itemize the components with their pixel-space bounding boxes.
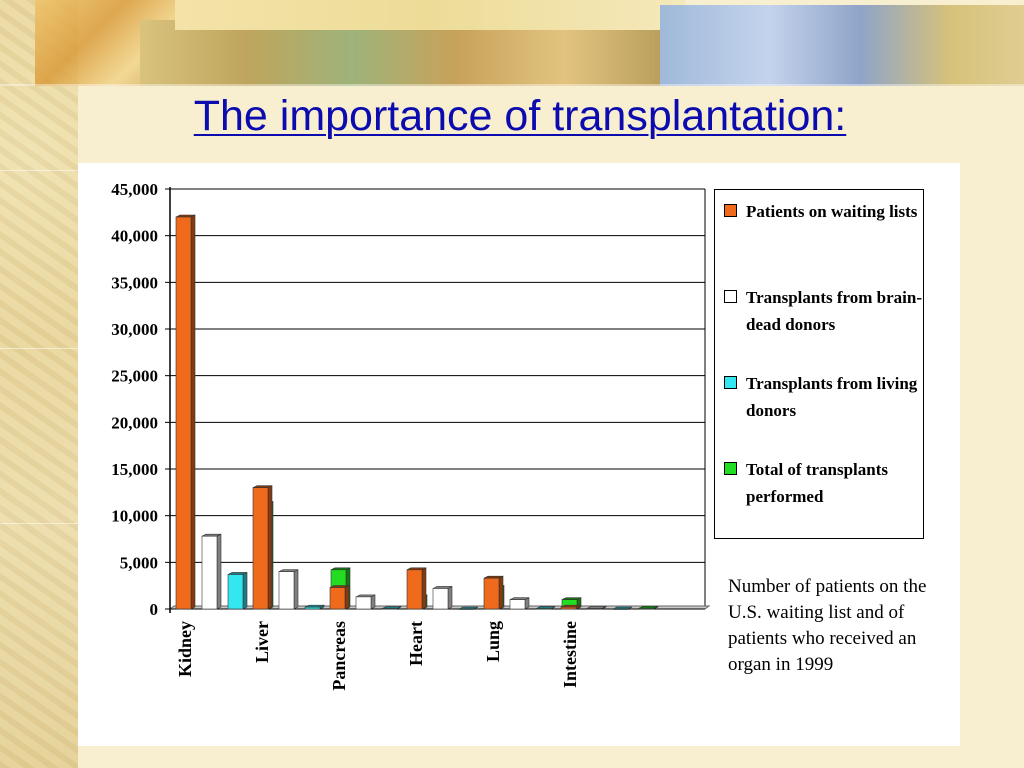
y-tick-label: 35,000 bbox=[111, 273, 158, 292]
legend-label-total: Total of transplants performed bbox=[746, 460, 889, 506]
legend-label-living: Transplants from living donors bbox=[746, 374, 918, 420]
bar-side bbox=[190, 214, 196, 610]
bar-top bbox=[483, 575, 504, 579]
bar bbox=[458, 608, 475, 610]
bar bbox=[329, 587, 346, 610]
y-tick-label: 0 bbox=[150, 600, 159, 619]
bar-side bbox=[421, 567, 427, 610]
bar bbox=[252, 487, 269, 610]
y-tick-label: 15,000 bbox=[111, 460, 158, 479]
bar-side bbox=[242, 571, 248, 610]
bar bbox=[355, 596, 372, 610]
bar bbox=[560, 606, 577, 610]
bar bbox=[509, 599, 526, 610]
y-tick-label: 30,000 bbox=[111, 320, 158, 339]
bar-top bbox=[560, 604, 581, 608]
legend-label-waiting: Patients on waiting lists bbox=[746, 202, 918, 221]
bar-top bbox=[304, 604, 325, 608]
bar bbox=[483, 577, 500, 610]
bar bbox=[278, 571, 295, 610]
bar-side bbox=[447, 585, 453, 610]
y-tick-label: 25,000 bbox=[111, 367, 158, 386]
category-label: Liver bbox=[252, 621, 272, 663]
chart-caption: Number of patients on the U.S. waiting l… bbox=[728, 576, 927, 675]
bar bbox=[406, 569, 423, 610]
y-tick-label: 5,000 bbox=[120, 553, 158, 572]
bar bbox=[612, 608, 629, 610]
legend-swatch-total bbox=[724, 462, 737, 475]
chart-legend: Patients on waiting lists Transplants fr… bbox=[714, 189, 924, 539]
legend-label-brain-dead: Transplants from brain-dead donors bbox=[746, 288, 923, 334]
bar-side bbox=[498, 575, 504, 610]
category-label: Lung bbox=[483, 621, 503, 662]
bar-side bbox=[370, 594, 376, 610]
category-label: Intestine bbox=[560, 621, 580, 688]
y-tick-label: 20,000 bbox=[111, 413, 158, 432]
legend-swatch-waiting bbox=[724, 204, 737, 217]
bar-side bbox=[344, 585, 350, 610]
bar-top bbox=[201, 533, 222, 537]
decorative-banner bbox=[0, 0, 1024, 86]
category-label: Kidney bbox=[175, 621, 195, 677]
bar bbox=[535, 608, 552, 610]
parchment-background bbox=[0, 0, 78, 768]
legend-swatch-brain-dead bbox=[724, 290, 737, 303]
bar bbox=[638, 607, 655, 610]
bar-side bbox=[216, 533, 222, 610]
bar bbox=[586, 608, 603, 610]
bar bbox=[201, 535, 218, 610]
y-tick-label: 45,000 bbox=[111, 180, 158, 199]
legend-swatch-living bbox=[724, 376, 737, 389]
bar bbox=[304, 606, 321, 610]
y-tick-label: 40,000 bbox=[111, 227, 158, 246]
bar-top bbox=[278, 569, 299, 572]
bar bbox=[381, 608, 398, 610]
bar-top bbox=[561, 597, 582, 600]
bar bbox=[432, 588, 449, 610]
y-tick-label: 10,000 bbox=[111, 507, 158, 526]
bar bbox=[175, 216, 192, 610]
category-label: Heart bbox=[406, 621, 426, 666]
bar-side bbox=[267, 485, 273, 610]
slide-title: The importance of transplantation: bbox=[193, 92, 847, 140]
category-label: Pancreas bbox=[329, 621, 349, 691]
bar bbox=[227, 574, 244, 610]
bar-top bbox=[509, 597, 530, 600]
bar-side bbox=[293, 569, 299, 610]
bar-top bbox=[638, 605, 659, 609]
